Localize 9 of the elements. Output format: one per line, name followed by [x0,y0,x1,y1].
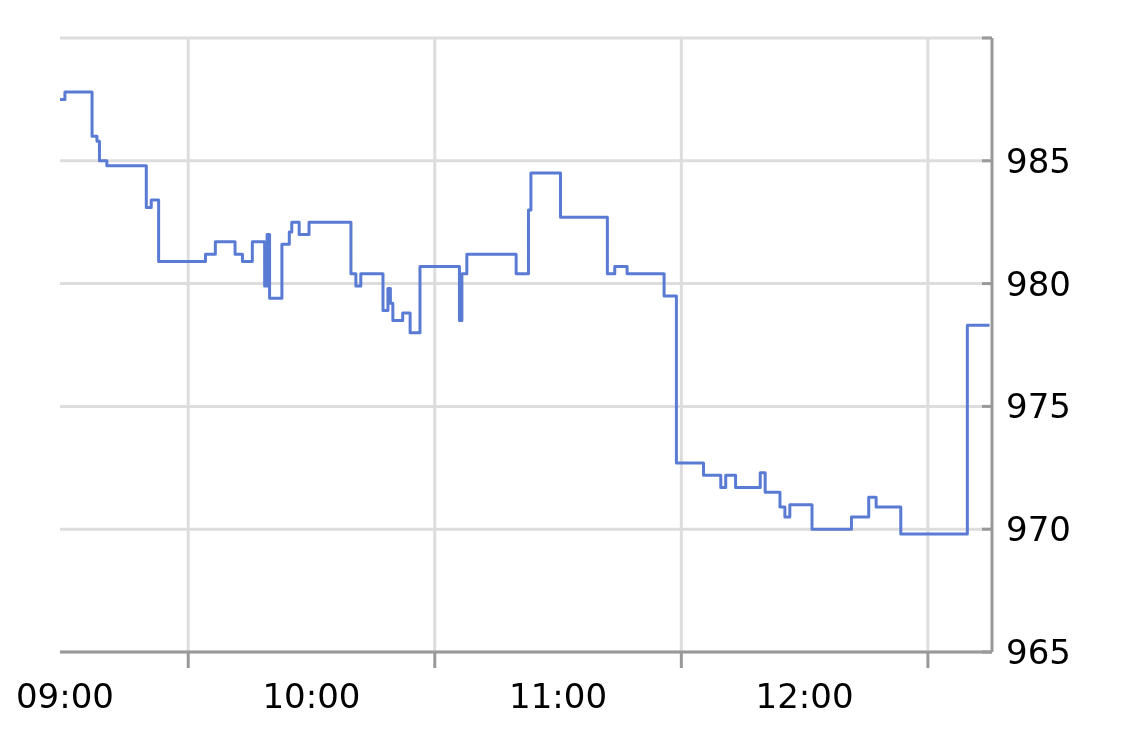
y-tick-label: 975 [1006,386,1071,427]
y-tick-label: 980 [1006,263,1071,304]
y-tick-label: 970 [1006,509,1071,550]
x-tick-label: 11:00 [509,676,608,716]
y-tick-label: 985 [1006,140,1071,181]
x-tick-label: 09:00 [15,676,114,716]
y-tick-label: 965 [1006,631,1071,672]
x-tick-label: 12:00 [755,676,854,716]
x-tick-label: 10:00 [262,676,361,716]
